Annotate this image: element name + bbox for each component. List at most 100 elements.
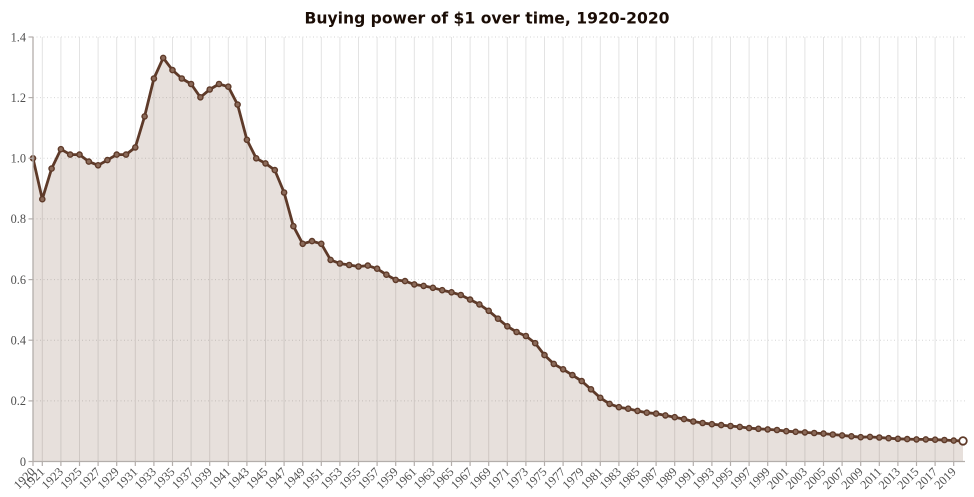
data-point-marker (113, 151, 120, 158)
data-point-marker (215, 80, 223, 88)
data-point-marker (327, 256, 334, 264)
data-point-marker (206, 86, 213, 93)
data-point-marker (652, 410, 660, 417)
data-point-marker (494, 315, 502, 323)
data-point-marker (503, 322, 511, 330)
data-point-marker (764, 426, 772, 433)
data-point-marker (615, 403, 623, 411)
data-point-marker (922, 436, 930, 443)
data-point-marker (755, 425, 762, 433)
data-point-marker (662, 412, 669, 419)
data-point-marker (792, 428, 799, 436)
data-markers (29, 54, 968, 446)
data-point-marker (178, 75, 186, 82)
data-point-marker (848, 432, 855, 440)
data-point-marker (104, 156, 111, 164)
y-axis-labels: 0 0.2 0.4 0.6 0.8 1.0 1.2 1.4 (11, 30, 33, 469)
data-point-marker (187, 80, 195, 88)
x-axis-labels: 1920192119231925192719291931193319351937… (11, 461, 959, 492)
series-area (33, 57, 963, 462)
data-point-marker (355, 263, 362, 270)
data-point-marker (736, 423, 744, 431)
data-point-marker (708, 420, 716, 428)
data-point-marker (290, 222, 297, 230)
data-point-marker (280, 189, 288, 196)
data-point-marker (336, 260, 344, 267)
data-point-marker (39, 195, 46, 203)
data-point-marker (634, 407, 641, 415)
data-point-marker (94, 161, 102, 169)
data-point-marker (903, 435, 911, 443)
y-tick-label: 0.6 (11, 273, 26, 287)
data-point-marker (373, 265, 381, 273)
last-point-marker (958, 436, 968, 446)
data-point-marker (299, 240, 307, 248)
data-point-marker (522, 332, 530, 340)
data-point-marker (783, 427, 790, 435)
data-point-marker (810, 429, 818, 437)
data-point-marker (801, 429, 809, 436)
data-point-marker (680, 415, 688, 423)
data-point-marker (531, 339, 539, 347)
data-point-marker (876, 434, 883, 441)
data-point-marker (420, 282, 427, 290)
data-point-marker (410, 281, 418, 288)
data-point-marker (671, 413, 679, 421)
data-point-marker (838, 432, 846, 439)
data-point-marker (931, 436, 939, 444)
data-point-marker (773, 426, 781, 434)
data-point-marker (234, 101, 241, 108)
data-point-marker (690, 418, 697, 425)
data-point-marker (169, 66, 176, 74)
data-point-marker (624, 405, 632, 413)
data-point-marker (76, 151, 83, 158)
y-tick-label: 0.8 (11, 212, 26, 226)
data-point-marker (578, 377, 586, 385)
data-point-marker (941, 436, 948, 444)
data-point-marker (401, 277, 409, 285)
data-point-marker (513, 328, 520, 336)
y-tick-label: 0.2 (11, 394, 26, 408)
data-point-marker (345, 261, 353, 269)
chart-title: Buying power of $1 over time, 1920-2020 (304, 10, 669, 28)
data-point-marker (197, 94, 204, 101)
data-point-marker (392, 276, 400, 284)
data-point-marker (243, 136, 251, 144)
data-point-marker (224, 83, 232, 90)
x-gridlines (41, 37, 955, 462)
data-point-marker (606, 400, 613, 408)
y-tick-label: 0.4 (11, 334, 26, 348)
data-point-marker (857, 433, 865, 441)
data-point-marker (559, 365, 567, 373)
data-point-marker (885, 434, 892, 442)
data-point-marker (308, 237, 316, 245)
data-point-marker (643, 409, 651, 417)
data-point-marker (122, 151, 130, 158)
data-point-marker (448, 288, 455, 296)
data-point-marker (159, 54, 167, 62)
data-point-marker (894, 435, 902, 443)
data-point-marker (950, 437, 958, 444)
data-point-marker (85, 158, 93, 165)
data-point-marker (317, 240, 325, 248)
data-point-marker (57, 145, 65, 153)
data-point-marker (141, 113, 148, 120)
data-point-marker (727, 422, 734, 430)
data-point-marker (150, 75, 158, 82)
y-tick-label: 0 (20, 455, 26, 469)
data-point-marker (438, 286, 446, 294)
data-point-marker (476, 301, 483, 308)
x-tick-label: 2019 (932, 465, 959, 492)
data-point-marker (429, 284, 437, 292)
data-point-marker (457, 291, 465, 299)
y-tick-label: 1.2 (11, 91, 26, 105)
data-point-marker (66, 151, 74, 158)
data-point-marker (820, 430, 827, 437)
data-point-marker (699, 419, 706, 427)
data-point-marker (131, 144, 139, 151)
data-point-marker (466, 296, 474, 303)
data-point-marker (913, 436, 920, 443)
data-point-marker (485, 307, 493, 315)
